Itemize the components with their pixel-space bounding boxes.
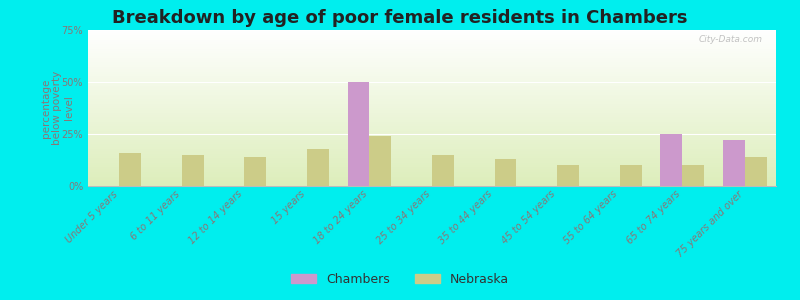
Y-axis label: percentage
below poverty
level: percentage below poverty level — [41, 71, 74, 145]
Bar — [307, 148, 329, 186]
Bar — [432, 155, 454, 186]
Bar — [557, 165, 579, 186]
Bar — [244, 157, 266, 186]
Text: City-Data.com: City-Data.com — [698, 35, 762, 44]
Legend: Chambers, Nebraska: Chambers, Nebraska — [286, 268, 514, 291]
Bar — [494, 159, 517, 186]
Bar — [660, 134, 682, 186]
Bar — [347, 82, 370, 186]
Bar — [682, 165, 704, 186]
Bar — [119, 153, 141, 186]
Bar — [182, 155, 204, 186]
Bar — [370, 136, 391, 186]
Bar — [723, 140, 745, 186]
Bar — [620, 165, 642, 186]
Bar — [745, 157, 766, 186]
Text: Breakdown by age of poor female residents in Chambers: Breakdown by age of poor female resident… — [112, 9, 688, 27]
